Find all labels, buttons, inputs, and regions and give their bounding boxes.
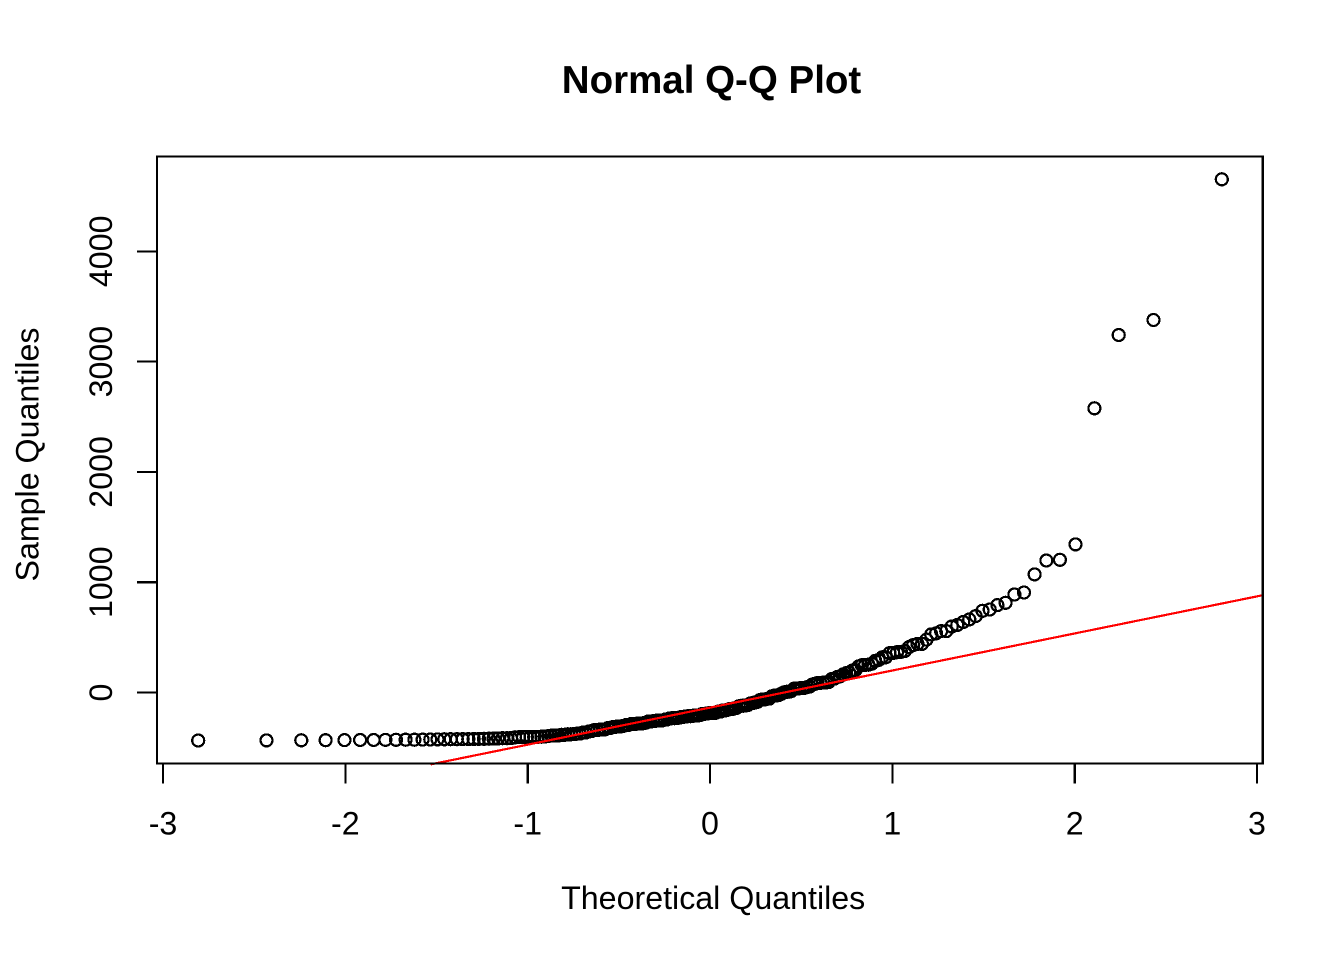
svg-text:3: 3 xyxy=(1248,805,1266,841)
svg-text:Sample Quantiles: Sample Quantiles xyxy=(10,327,46,581)
svg-text:3000: 3000 xyxy=(83,326,119,398)
svg-text:Normal Q-Q Plot: Normal Q-Q Plot xyxy=(562,59,862,102)
svg-text:2000: 2000 xyxy=(83,436,119,508)
svg-text:Theoretical Quantiles: Theoretical Quantiles xyxy=(561,880,865,916)
svg-text:1: 1 xyxy=(883,805,901,841)
svg-text:-3: -3 xyxy=(149,805,178,841)
svg-text:-1: -1 xyxy=(513,805,542,841)
svg-text:-2: -2 xyxy=(331,805,360,841)
svg-text:2: 2 xyxy=(1066,805,1084,841)
svg-text:4000: 4000 xyxy=(83,215,119,287)
svg-text:0: 0 xyxy=(83,684,119,702)
svg-text:0: 0 xyxy=(701,805,719,841)
svg-text:1000: 1000 xyxy=(83,546,119,618)
